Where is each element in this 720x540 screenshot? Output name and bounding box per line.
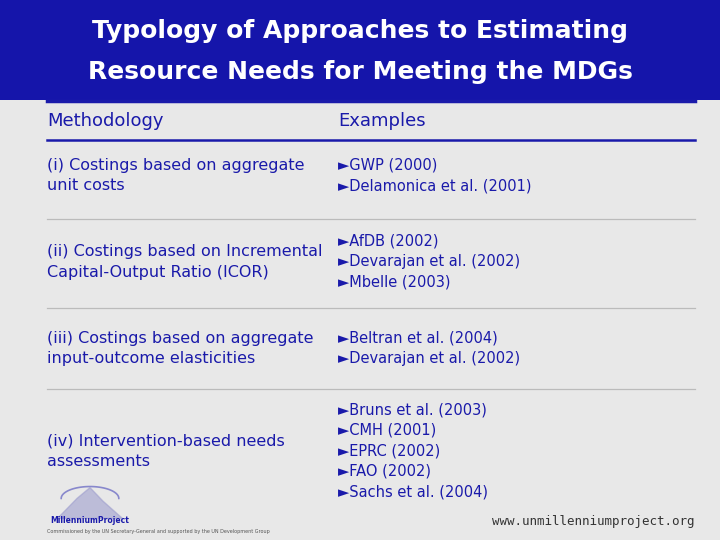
- Text: ►Mbelle (2003): ►Mbelle (2003): [338, 275, 451, 290]
- Text: Methodology: Methodology: [47, 112, 163, 131]
- Text: assessments: assessments: [47, 454, 150, 469]
- Text: ►Beltran et al. (2004): ►Beltran et al. (2004): [338, 330, 498, 346]
- Polygon shape: [58, 488, 122, 518]
- Text: Examples: Examples: [338, 112, 426, 131]
- Text: Capital-Output Ratio (ICOR): Capital-Output Ratio (ICOR): [47, 265, 269, 280]
- Text: ►AfDB (2002): ►AfDB (2002): [338, 234, 439, 249]
- FancyBboxPatch shape: [0, 0, 720, 100]
- Text: ►Bruns et al. (2003): ►Bruns et al. (2003): [338, 402, 487, 417]
- Text: (iv) Intervention-based needs: (iv) Intervention-based needs: [47, 433, 284, 448]
- Text: ►CMH (2001): ►CMH (2001): [338, 423, 436, 438]
- Text: ►Sachs et al. (2004): ►Sachs et al. (2004): [338, 484, 488, 500]
- Text: ►EPRC (2002): ►EPRC (2002): [338, 443, 441, 458]
- Text: ►Delamonica et al. (2001): ►Delamonica et al. (2001): [338, 178, 532, 193]
- Text: Resource Needs for Meeting the MDGs: Resource Needs for Meeting the MDGs: [88, 59, 632, 84]
- Text: ►Devarajan et al. (2002): ►Devarajan et al. (2002): [338, 254, 521, 269]
- Text: (ii) Costings based on Incremental: (ii) Costings based on Incremental: [47, 244, 323, 259]
- Text: input-outcome elasticities: input-outcome elasticities: [47, 351, 255, 366]
- Text: ►GWP (2000): ►GWP (2000): [338, 158, 438, 173]
- Text: (iii) Costings based on aggregate: (iii) Costings based on aggregate: [47, 330, 313, 346]
- Text: Typology of Approaches to Estimating: Typology of Approaches to Estimating: [92, 19, 628, 43]
- Text: Commissioned by the UN Secretary-General and supported by the UN Development Gro: Commissioned by the UN Secretary-General…: [47, 529, 269, 534]
- Text: MillenniumProject: MillenniumProject: [50, 516, 130, 525]
- Text: ►FAO (2002): ►FAO (2002): [338, 464, 431, 479]
- Text: (i) Costings based on aggregate: (i) Costings based on aggregate: [47, 158, 305, 173]
- Text: www.unmillenniumproject.org: www.unmillenniumproject.org: [492, 515, 695, 528]
- Text: ►Devarajan et al. (2002): ►Devarajan et al. (2002): [338, 351, 521, 366]
- Text: unit costs: unit costs: [47, 178, 125, 193]
